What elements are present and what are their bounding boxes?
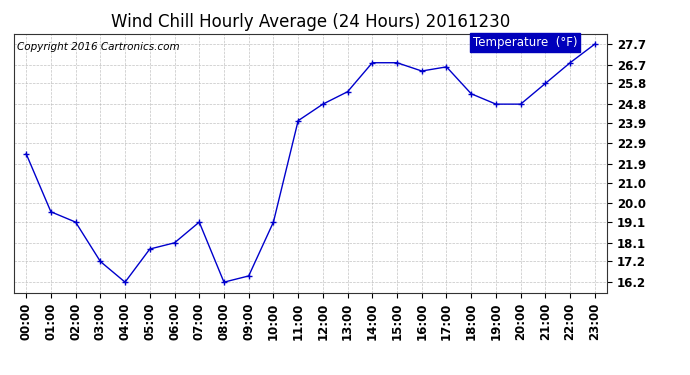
Title: Wind Chill Hourly Average (24 Hours) 20161230: Wind Chill Hourly Average (24 Hours) 201…: [111, 13, 510, 31]
Text: Temperature  (°F): Temperature (°F): [473, 36, 578, 50]
Text: Copyright 2016 Cartronics.com: Copyright 2016 Cartronics.com: [17, 42, 179, 51]
